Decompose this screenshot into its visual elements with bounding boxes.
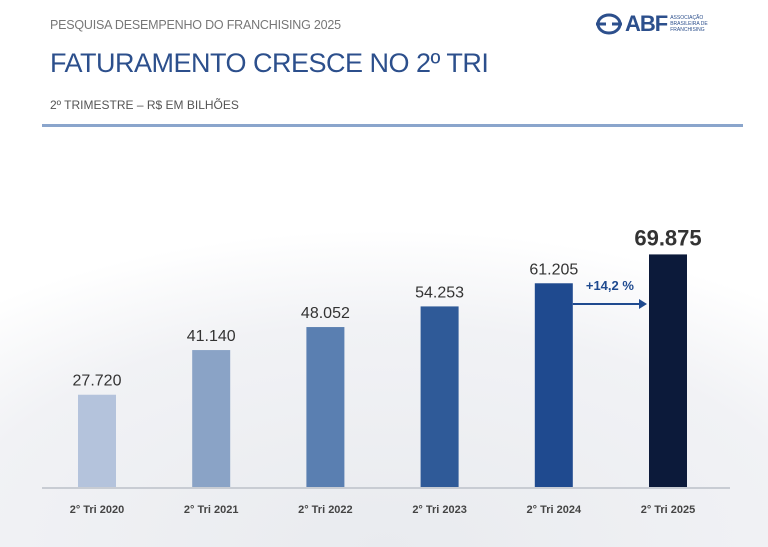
x-tick-label: 2° Tri 2022 bbox=[298, 504, 353, 516]
data-label: 27.720 bbox=[73, 373, 122, 390]
logo-mark: ABF bbox=[625, 11, 668, 36]
bar bbox=[420, 306, 459, 487]
x-tick-label: 2° Tri 2024 bbox=[527, 504, 582, 516]
logo-tagline: ASSOCIAÇÃO BRASILEIRA DE FRANCHISING bbox=[670, 15, 708, 33]
bar bbox=[192, 350, 231, 487]
page-title: FATURAMENTO CRESCE NO 2º TRI bbox=[50, 48, 489, 78]
abf-logo: ABF ASSOCIAÇÃO BRASILEIRA DE FRANCHISING bbox=[596, 11, 712, 37]
background-shape bbox=[0, 230, 768, 547]
report-kicker: PESQUISA DESEMPENHO DO FRANCHISING 2025 bbox=[50, 18, 341, 32]
arrow-head-icon bbox=[639, 299, 647, 309]
data-label: 54.253 bbox=[415, 284, 464, 301]
x-tick-label: 2° Tri 2025 bbox=[641, 504, 696, 516]
data-label: 41.140 bbox=[187, 328, 236, 345]
bar bbox=[649, 254, 687, 487]
bar bbox=[78, 394, 116, 487]
data-label: 69.875 bbox=[634, 225, 701, 250]
chart-subtitle: 2º TRIMESTRE – R$ EM BILHÕES bbox=[50, 98, 239, 112]
data-label: 61.205 bbox=[529, 261, 578, 278]
data-label: 48.052 bbox=[301, 305, 350, 322]
x-tick-label: 2° Tri 2023 bbox=[412, 504, 467, 516]
globe-icon bbox=[596, 13, 622, 35]
growth-annotation: +14,2 % bbox=[586, 278, 635, 293]
x-tick-label: 2° Tri 2020 bbox=[70, 504, 125, 516]
divider bbox=[42, 124, 743, 127]
bar bbox=[534, 283, 573, 487]
x-tick-label: 2° Tri 2021 bbox=[184, 504, 239, 516]
bar bbox=[306, 327, 345, 487]
